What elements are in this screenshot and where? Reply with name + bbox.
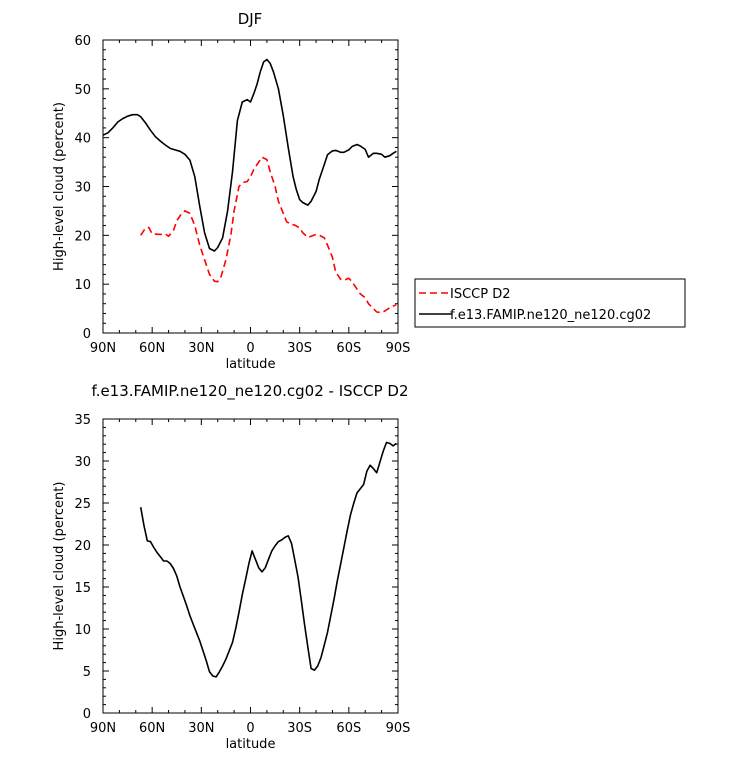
y-tick-label: 30 [74,455,91,470]
x-tick-label: 60N [139,341,165,356]
y-tick-label: 10 [74,623,91,638]
y-tick-label: 0 [83,707,91,722]
x-axis-title: latitude [226,737,276,752]
legend: ISCCP D2 f.e13.FAMIP.ne120_ne120.cg02 [414,278,686,328]
x-tick-label: 60N [139,721,165,736]
y-tick-label: 35 [74,413,91,428]
y-tick-label: 60 [74,34,91,49]
legend-box [414,278,686,328]
series-line-1 [139,441,397,678]
x-tick-label: 0 [246,721,254,736]
y-tick-label: 30 [74,181,91,196]
x-tick-label: 30N [188,341,214,356]
series-line-2 [102,58,397,252]
chart-panel-1: DJF 90N 60N 30N 0 30S 60S 90S 0 10 20 30 40 50 60 latit… [52,10,686,372]
y-tick-label: 40 [74,132,91,147]
x-tick-label: 0 [246,341,254,356]
y-tick-label: 20 [74,229,91,244]
chart-title: DJF [238,10,263,28]
legend-label-2: f.e13.FAMIP.ne120_ne120.cg02 [450,308,651,323]
x-tick-label: 30S [287,341,312,356]
y-tick-label: 15 [74,581,91,596]
plot-frame [102,39,399,334]
y-tick-label: 10 [74,278,91,293]
chart-panel-2: f.e13.FAMIP.ne120_ne120.cg02 - ISCCP D2 9… [52,382,410,752]
legend-label-1: ISCCP D2 [450,287,511,302]
x-tick-label: 90N [90,721,116,736]
series-line-1 [140,156,397,314]
y-tick-label: 5 [83,665,91,680]
x-tick-label: 90N [90,341,116,356]
x-tick-label: 30N [188,721,214,736]
x-tick-label: 60S [336,721,361,736]
plot-frame [102,418,399,714]
y-tick-label: 50 [74,83,91,98]
x-axis-title: latitude [226,357,276,372]
x-tick-label: 30S [287,721,312,736]
y-tick-label: 25 [74,497,91,512]
y-tick-label: 0 [83,327,91,342]
y-axis-title: High-level cloud (percent) [52,102,67,271]
y-axis-title: High-level cloud (percent) [52,482,67,651]
y-tick-label: 20 [74,539,91,554]
x-tick-label: 90S [386,341,411,356]
x-tick-label: 90S [386,721,411,736]
x-tick-label: 60S [336,341,361,356]
chart-title: f.e13.FAMIP.ne120_ne120.cg02 - ISCCP D2 [92,382,409,401]
